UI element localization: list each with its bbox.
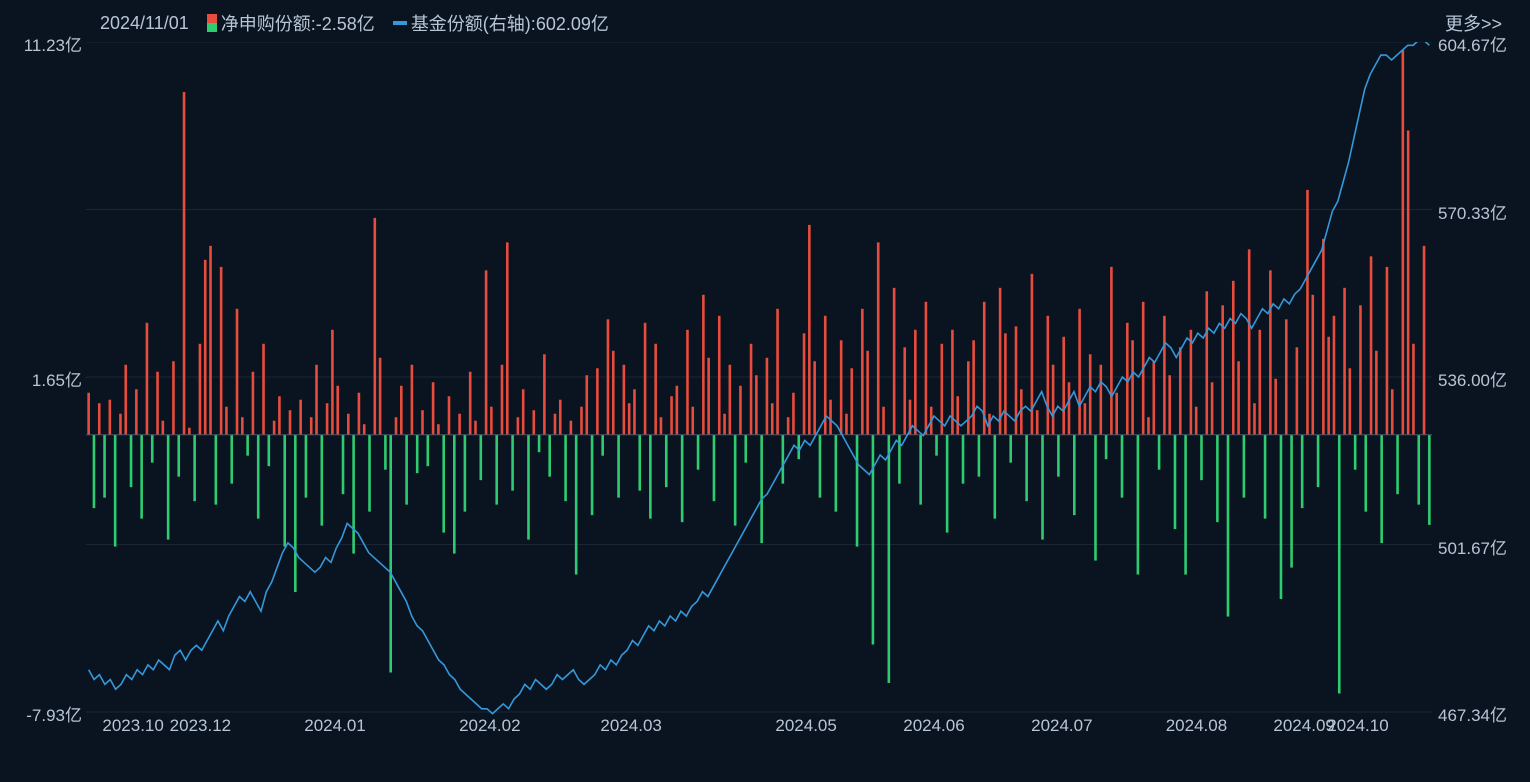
- legend-net-label: 净申购份额:: [221, 10, 316, 36]
- legend-share-label: 基金份额(右轴):: [411, 10, 536, 36]
- legend-fund-share: 基金份额(右轴): 602.09亿: [393, 10, 609, 36]
- y-left-tick-label: 1.65亿: [32, 366, 82, 391]
- y-left-tick-label: 11.23亿: [24, 31, 82, 56]
- legend-swatch-bars: [207, 14, 217, 32]
- y-right-tick-label: 570.33亿: [1438, 199, 1507, 224]
- legend-net-subscription: 净申购份额: -2.58亿: [207, 10, 375, 36]
- y-left-tick-label: -7.93亿: [26, 701, 82, 726]
- chart-plot[interactable]: [86, 42, 1432, 740]
- y-right-tick-label: 501.67亿: [1438, 534, 1507, 559]
- legend-net-value: -2.58亿: [316, 10, 375, 36]
- chart-header: 2024/11/01 净申购份额: -2.58亿 基金份额(右轴): 602.0…: [0, 8, 1530, 38]
- legend-share-value: 602.09亿: [536, 10, 609, 36]
- header-date: 2024/11/01: [100, 13, 189, 34]
- y-right-tick-label: 604.67亿: [1438, 31, 1507, 56]
- y-right-tick-label: 467.34亿: [1438, 701, 1507, 726]
- bar-series: [87, 50, 1430, 693]
- grid-lines: [86, 42, 1432, 712]
- chart-container: 2024/11/01 净申购份额: -2.58亿 基金份额(右轴): 602.0…: [0, 0, 1530, 782]
- legend-swatch-line: [393, 21, 407, 25]
- y-right-tick-label: 536.00亿: [1438, 366, 1507, 391]
